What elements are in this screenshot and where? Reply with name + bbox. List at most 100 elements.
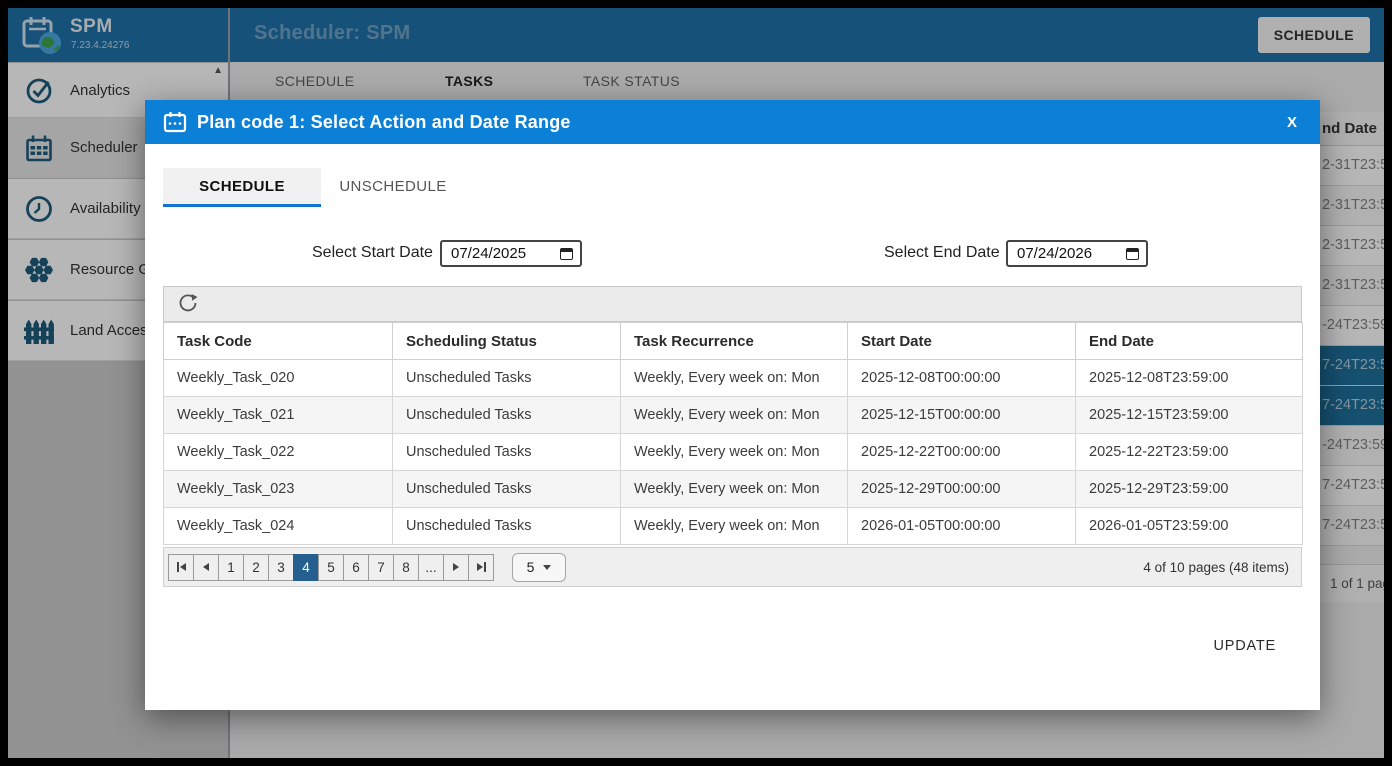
chevron-down-icon: [543, 564, 552, 570]
pagination-bar: 1 2 3 4 5 6 7 8... 5 4 of 10 pages (48 items): [163, 547, 1302, 587]
column-header[interactable]: End Date: [1075, 322, 1303, 360]
column-header[interactable]: Task Recurrence: [620, 322, 848, 360]
hexagon-cluster-icon: [25, 257, 53, 282]
table-cell: Unscheduled Tasks: [392, 359, 621, 397]
background-end-date-cell: 7-24T23:59: [1322, 357, 1384, 373]
table-cell: Unscheduled Tasks: [392, 433, 621, 471]
background-end-date-cell: 2-31T23:59: [1322, 197, 1384, 213]
refresh-icon[interactable]: [175, 291, 201, 317]
table-cell: Weekly, Every week on: Mon: [620, 433, 848, 471]
modal-tab-unschedule[interactable]: UNSCHEDULE: [339, 177, 447, 195]
plan-action-modal: Plan code 1: Select Action and Date Rang…: [145, 100, 1320, 710]
tab-tasks[interactable]: TASKS: [445, 73, 494, 89]
last-page-icon[interactable]: [468, 553, 494, 581]
brand-area: SPM 7.23.4.24276: [8, 8, 228, 62]
app-version: 7.23.4.24276: [71, 40, 130, 51]
date-range-row: Select Start Date 07/24/2025 Select End …: [145, 240, 1320, 268]
end-date-input[interactable]: 07/24/2026: [1006, 240, 1148, 267]
page-number-button[interactable]: 2: [243, 553, 269, 581]
previous-page-icon[interactable]: [193, 553, 219, 581]
table-row[interactable]: Weekly_Task_024 Unscheduled Tasks Weekly, …: [163, 507, 1303, 545]
check-circle-icon: [26, 78, 52, 104]
first-page-icon[interactable]: [168, 553, 194, 581]
fence-icon: [24, 319, 54, 344]
page-number-button[interactable]: 7: [368, 553, 394, 581]
table-cell: Weekly, Every week on: Mon: [620, 470, 848, 508]
table-cell: Weekly_Task_021: [163, 396, 393, 434]
sidebar-scroll-up-icon[interactable]: ▲: [213, 65, 223, 76]
background-end-date-cell: 2-31T23:59: [1322, 237, 1384, 253]
table-cell: 2025-12-08T23:59:00: [1075, 359, 1303, 397]
table-header-row: Task Code Scheduling Status Task Recurrenc…: [163, 322, 1303, 360]
start-date-input[interactable]: 07/24/2025: [440, 240, 582, 267]
column-header[interactable]: Scheduling Status: [392, 322, 621, 360]
tab-task-status[interactable]: TASK STATUS: [583, 73, 680, 89]
start-date-value: 07/24/2025: [451, 245, 527, 262]
pager-ellipsis-button[interactable]: ...: [418, 553, 444, 581]
calendar-grid-icon: [26, 135, 52, 161]
table-cell: 2025-12-22T00:00:00: [847, 433, 1076, 471]
page-size-value: 5: [526, 559, 535, 575]
page-number-button[interactable]: 1: [218, 553, 244, 581]
pagination-buttons: 1 2 3 4 5 6 7 8...: [168, 553, 494, 581]
sidebar-item-label: Analytics: [70, 81, 131, 99]
page-number-button[interactable]: 4: [293, 553, 319, 581]
date-picker-icon[interactable]: [560, 248, 573, 260]
table-cell: Weekly_Task_020: [163, 359, 393, 397]
background-pager-text: 1 of 1 pag: [1330, 576, 1384, 591]
sidebar-item-label: Scheduler: [70, 139, 138, 156]
background-end-date-cell: 2-31T23:59: [1322, 157, 1384, 173]
top-bar: SPM 7.23.4.24276 Scheduler: SPM SCHEDULE: [8, 8, 1384, 62]
update-button[interactable]: UPDATE: [1213, 638, 1276, 654]
sidebar-item-label: Land Acces: [70, 322, 148, 339]
next-page-icon[interactable]: [443, 553, 469, 581]
table-cell: Weekly_Task_023: [163, 470, 393, 508]
clock-icon: [26, 195, 52, 222]
column-header[interactable]: Start Date: [847, 322, 1076, 360]
date-picker-icon[interactable]: [1126, 248, 1139, 260]
table-row[interactable]: Weekly_Task_020 Unscheduled Tasks Weekly, …: [163, 359, 1303, 397]
page-number-button[interactable]: 8: [393, 553, 419, 581]
background-end-date-cell: -24T23:59: [1322, 317, 1384, 333]
table-cell: 2025-12-08T00:00:00: [847, 359, 1076, 397]
calendar-icon: [163, 112, 187, 133]
table-cell: Weekly_Task_024: [163, 507, 393, 545]
page-number-button[interactable]: 6: [343, 553, 369, 581]
page-number-button[interactable]: 3: [268, 553, 294, 581]
table-cell: 2025-12-29T23:59:00: [1075, 470, 1303, 508]
table-cell: Weekly, Every week on: Mon: [620, 396, 848, 434]
column-header[interactable]: Task Code: [163, 322, 393, 360]
table-cell: 2025-12-22T23:59:00: [1075, 433, 1303, 471]
table-cell: 2025-12-29T00:00:00: [847, 470, 1076, 508]
schedule-button[interactable]: SCHEDULE: [1257, 17, 1370, 53]
end-date-value: 07/24/2026: [1017, 245, 1093, 262]
page-title: Scheduler: SPM: [254, 22, 411, 44]
background-end-date-cell: 7-24T23:59: [1322, 517, 1384, 533]
table-cell: Unscheduled Tasks: [392, 507, 621, 545]
tab-schedule[interactable]: SCHEDULE: [275, 73, 355, 89]
table-row[interactable]: Weekly_Task_022 Unscheduled Tasks Weekly, …: [163, 433, 1303, 471]
modal-tab-schedule[interactable]: SCHEDULE: [163, 168, 321, 207]
table-cell: Weekly, Every week on: Mon: [620, 507, 848, 545]
table-cell: Weekly_Task_022: [163, 433, 393, 471]
background-column-end-date: nd Date: [1322, 120, 1378, 137]
app-frame: SPM 7.23.4.24276 Scheduler: SPM SCHEDULE…: [8, 8, 1384, 758]
close-icon[interactable]: X: [1280, 111, 1304, 133]
table-row[interactable]: Weekly_Task_023 Unscheduled Tasks Weekly, …: [163, 470, 1303, 508]
modal-header: Plan code 1: Select Action and Date Rang…: [145, 100, 1320, 144]
end-date-label: Select End Date: [884, 244, 1000, 261]
table-cell: 2025-12-15T23:59:00: [1075, 396, 1303, 434]
page-size-dropdown[interactable]: 5: [512, 552, 566, 582]
background-end-date-cell: -24T23:59: [1322, 437, 1384, 453]
page-number-button[interactable]: 5: [318, 553, 344, 581]
sidebar-item-label: Resource G: [70, 261, 151, 278]
table-cell: 2026-01-05T23:59:00: [1075, 507, 1303, 545]
table-cell: 2026-01-05T00:00:00: [847, 507, 1076, 545]
app-name: SPM: [70, 16, 113, 37]
table-row[interactable]: Weekly_Task_021 Unscheduled Tasks Weekly, …: [163, 396, 1303, 434]
background-end-date-cell: 2-31T23:59: [1322, 277, 1384, 293]
sidebar-item-land-access[interactable]: Land Acces: [8, 301, 228, 361]
grid-toolbar: [163, 286, 1302, 322]
table-cell: 2025-12-15T00:00:00: [847, 396, 1076, 434]
app-logo-calendar-globe-icon: [22, 17, 61, 54]
